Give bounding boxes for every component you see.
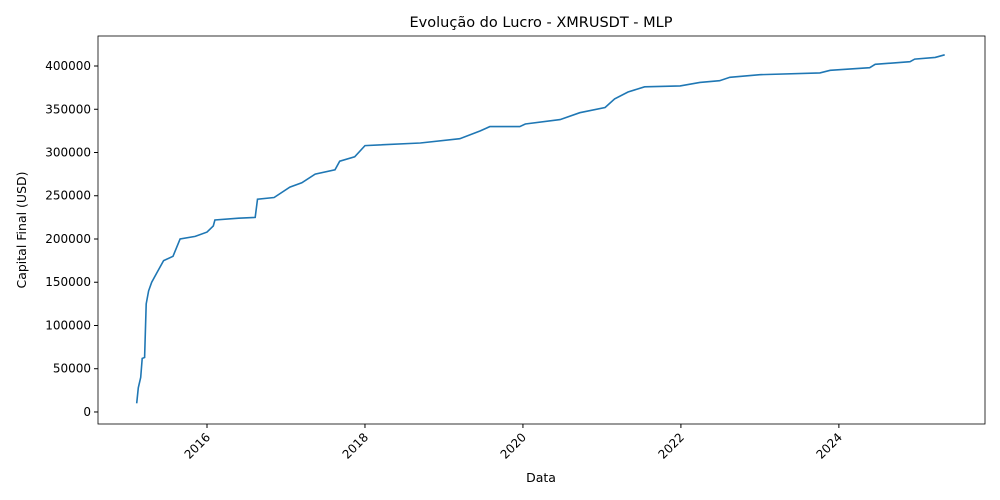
x-tick-label: 2020 [498,430,529,461]
y-tick-label: 0 [83,405,91,419]
y-tick-label: 150000 [45,275,91,289]
x-tick-label: 2022 [656,430,687,461]
y-tick-label: 250000 [45,189,91,203]
x-tick-label: 2018 [340,430,371,461]
x-tick-label: 2024 [813,430,844,461]
y-tick-label: 100000 [45,318,91,332]
chart-title: Evolução do Lucro - XMRUSDT - MLP [410,15,673,31]
y-axis-label: Capital Final (USD) [14,171,29,288]
line [135,54,945,404]
y-tick-label: 50000 [53,362,91,376]
y-tick-label: 200000 [45,232,91,246]
y-tick-label: 350000 [45,102,91,116]
y-tick-label: 400000 [45,59,91,73]
x-tick-label: 2016 [182,430,213,461]
plot-frame [97,35,986,425]
y-tick-label: 300000 [45,146,91,160]
x-axis-label: Data [526,470,556,485]
